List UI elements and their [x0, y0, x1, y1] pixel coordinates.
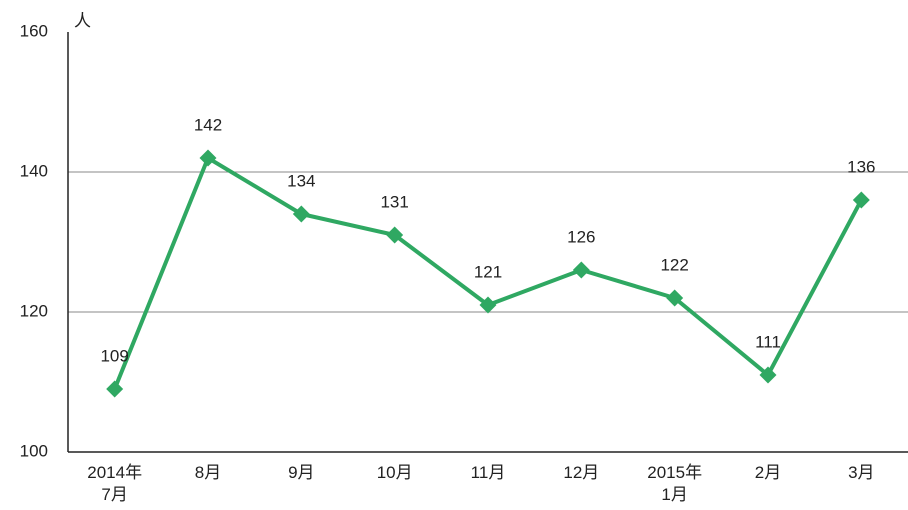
- x-tick-label: 10月: [377, 463, 413, 482]
- point-marker: [386, 226, 404, 244]
- x-tick-label: 2月: [755, 463, 781, 482]
- data-label: 111: [755, 332, 781, 351]
- y-tick-label: 140: [20, 161, 48, 180]
- y-tick-label: 100: [20, 441, 48, 460]
- x-tick-line: 10月: [377, 463, 413, 482]
- y-unit: 人: [74, 11, 91, 30]
- point-marker: [479, 296, 497, 314]
- x-tick-line: 1月: [661, 485, 687, 504]
- x-tick-label: 2015年 1月: [647, 463, 702, 504]
- data-label: 136: [847, 157, 875, 176]
- data-label: 109: [100, 346, 128, 365]
- x-tick-line: 2015年: [647, 463, 702, 482]
- point-marker: [572, 261, 590, 279]
- point-marker: [199, 149, 217, 167]
- point-marker: [292, 205, 310, 223]
- point-marker: [106, 380, 124, 398]
- x-tick-label: 3月: [848, 463, 874, 482]
- data-label: 134: [287, 171, 315, 190]
- x-tick-label: 2014年 7月: [87, 463, 142, 504]
- x-tick-line: 7月: [101, 485, 127, 504]
- y-tick-label: 120: [20, 301, 48, 320]
- x-tick-line: 2月: [755, 463, 781, 482]
- data-label: 142: [194, 115, 222, 134]
- data-label: 121: [474, 262, 502, 281]
- x-tick-line: 2014年: [87, 463, 142, 482]
- point-marker: [666, 289, 684, 307]
- point-marker: [852, 191, 870, 209]
- data-label: 126: [567, 227, 595, 246]
- data-label: 131: [380, 192, 408, 211]
- x-tick-label: 11月: [471, 463, 506, 482]
- data-label: 122: [660, 255, 688, 274]
- x-tick-line: 8月: [195, 463, 221, 482]
- x-tick-label: 12月: [563, 463, 599, 482]
- x-tick-line: 3月: [848, 463, 874, 482]
- x-tick-line: 11月: [471, 463, 506, 482]
- x-tick-label: 9月: [288, 463, 314, 482]
- x-tick-line: 9月: [288, 463, 314, 482]
- y-tick-label: 160: [20, 21, 48, 40]
- x-tick-label: 8月: [195, 463, 221, 482]
- point-marker: [759, 366, 777, 384]
- x-tick-line: 12月: [563, 463, 599, 482]
